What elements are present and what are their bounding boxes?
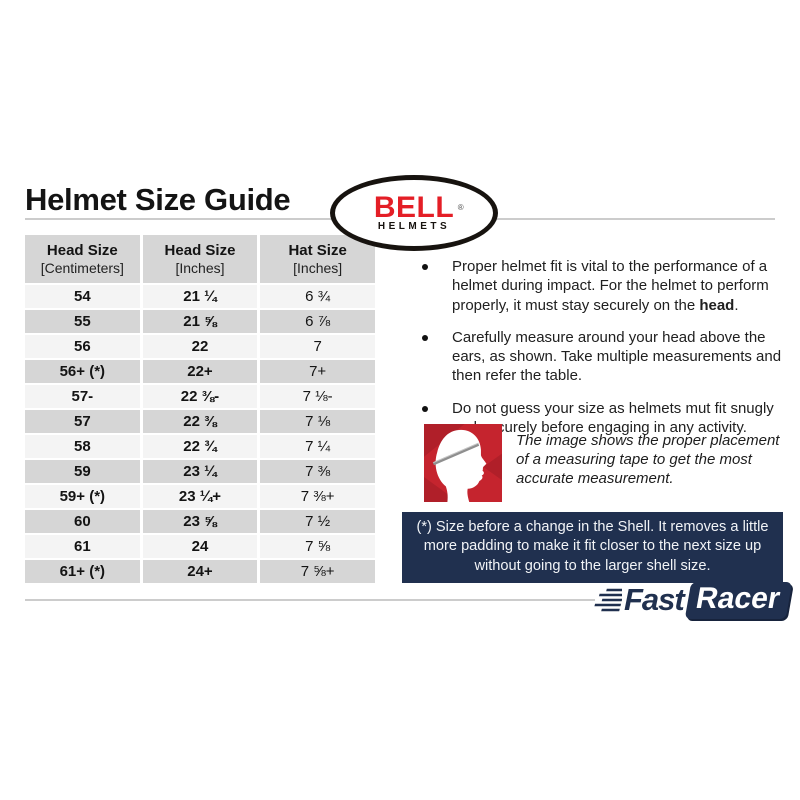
cell-head-size-in: 21 ¼ <box>142 285 258 308</box>
cell-head-size-cm: 54 <box>25 285 140 308</box>
header-unit: [Inches] <box>175 259 225 276</box>
cell-head-size-in: 23 ⅝ <box>142 510 258 533</box>
cell-head-size-cm: 59+ (*) <box>25 485 140 508</box>
bell-helmets-logo: BELL ® HELMETS <box>330 175 498 251</box>
registered-mark: ® <box>457 202 465 212</box>
footer-divider <box>25 599 595 601</box>
cell-head-size-in: 22 ¾ <box>142 435 258 458</box>
measurement-caption: The image shows the proper placement of … <box>516 432 780 487</box>
bullet-text: Proper helmet fit is vital to the perfor… <box>452 258 769 314</box>
list-item: Carefully measure around your head above… <box>420 328 798 386</box>
table-row: 56 22 7 <box>25 335 375 358</box>
header-unit: [Inches] <box>293 259 343 276</box>
cell-hat-size-in: 7 ⅜+ <box>260 485 375 508</box>
table-row: 59+ (*) 23 ¼+ 7 ⅜+ <box>25 485 375 508</box>
bell-wordmark: BELL <box>373 190 455 224</box>
cell-head-size-cm: 56+ (*) <box>25 360 140 383</box>
cell-hat-size-in: 6 ⅞ <box>260 310 375 333</box>
cell-hat-size-in: 6 ¾ <box>260 285 375 308</box>
shell-size-footnote: (*) Size before a change in the Shell. I… <box>402 512 783 583</box>
cell-head-size-cm: 58 <box>25 435 140 458</box>
racer-wordmark: Racer <box>693 581 783 615</box>
bullet-text: Carefully measure around your head above… <box>452 328 782 385</box>
bullet-icon <box>422 405 428 412</box>
cell-head-size-in: 22 ⅜ <box>142 410 258 433</box>
cell-head-size-in: 23 ¼+ <box>142 485 258 508</box>
list-item: Do not guess your size as helmets mut fi… <box>420 399 798 438</box>
header-hat-size-in: Hat Size [Inches] <box>260 235 375 283</box>
bullet-icon <box>422 334 428 341</box>
cell-head-size-cm: 59 <box>25 460 140 483</box>
fast-wordmark: Fast <box>624 582 685 617</box>
cell-head-size-in: 22+ <box>142 360 258 383</box>
bell-helmets-text: HELMETS <box>377 220 451 232</box>
cell-hat-size-in: 7 ¼ <box>260 435 375 458</box>
bell-brand-text: BELL ® <box>374 192 464 222</box>
cell-head-size-cm: 61 <box>25 535 140 558</box>
cell-hat-size-in: 7 ⅝ <box>260 535 375 558</box>
cell-head-size-cm: 57- <box>25 385 140 408</box>
header-title: Hat Size <box>288 241 347 259</box>
cell-head-size-in: 22 ⅜- <box>142 385 258 408</box>
cell-head-size-cm: 55 <box>25 310 140 333</box>
cell-hat-size-in: 7 ½ <box>260 510 375 533</box>
table-row: 61 24 7 ⅝ <box>25 535 375 558</box>
fit-instructions-list: Proper helmet fit is vital to the perfor… <box>420 257 798 450</box>
cell-hat-size-in: 7 ⅛- <box>260 385 375 408</box>
header-title: Head Size <box>164 241 236 259</box>
measurement-figure-row: The image shows the proper placement of … <box>423 424 798 502</box>
header-unit: [Centimeters] <box>40 259 124 276</box>
cell-head-size-in: 23 ¼ <box>142 460 258 483</box>
cell-head-size-cm: 56 <box>25 335 140 358</box>
speed-lines-icon <box>594 588 622 612</box>
cell-hat-size-in: 7 ⅛ <box>260 410 375 433</box>
bullet-text: Do not guess your size as helmets mut fi… <box>452 399 774 437</box>
cell-hat-size-in: 7+ <box>260 360 375 383</box>
header-row: Head Size [Centimeters] Head Size [Inche… <box>25 235 375 283</box>
list-item: Proper helmet fit is vital to the perfor… <box>420 257 798 315</box>
page-title: Helmet Size Guide <box>25 182 291 217</box>
bullet-icon <box>422 264 428 270</box>
cell-head-size-cm: 61+ (*) <box>25 560 140 583</box>
header-title: Head Size <box>46 241 118 259</box>
cell-head-size-cm: 60 <box>25 510 140 533</box>
cell-hat-size-in: 7 ⅜ <box>260 460 375 483</box>
cell-hat-size-in: 7 <box>260 335 375 358</box>
racer-wordmark-box: Racer <box>684 581 793 619</box>
cell-head-size-in: 21 ⅝ <box>142 310 258 333</box>
cell-head-size-in: 24 <box>142 535 258 558</box>
cell-head-size-in: 24+ <box>142 560 258 583</box>
helmet-size-table: Head Size [Centimeters] Head Size [Inche… <box>22 233 378 585</box>
head-measure-icon <box>424 424 502 502</box>
fastracer-logo: Fast Racer <box>592 580 793 620</box>
table-row: 61+ (*) 24+ 7 ⅝+ <box>25 560 375 583</box>
header-head-size-cm: Head Size [Centimeters] <box>25 235 140 283</box>
bullet-text: . <box>734 296 739 314</box>
table-row: 56+ (*) 22+ 7+ <box>25 360 375 383</box>
cell-head-size-in: 22 <box>142 335 258 358</box>
bullet-bold-word: head <box>699 296 735 314</box>
cell-head-size-cm: 57 <box>25 410 140 433</box>
cell-hat-size-in: 7 ⅝+ <box>260 560 375 583</box>
header-head-size-in: Head Size [Inches] <box>142 235 258 283</box>
size-table-container: Head Size [Centimeters] Head Size [Inche… <box>22 233 378 585</box>
table-row: 57- 22 ⅜- 7 ⅛- <box>25 385 375 408</box>
table-header: Head Size [Centimeters] Head Size [Inche… <box>25 235 375 283</box>
